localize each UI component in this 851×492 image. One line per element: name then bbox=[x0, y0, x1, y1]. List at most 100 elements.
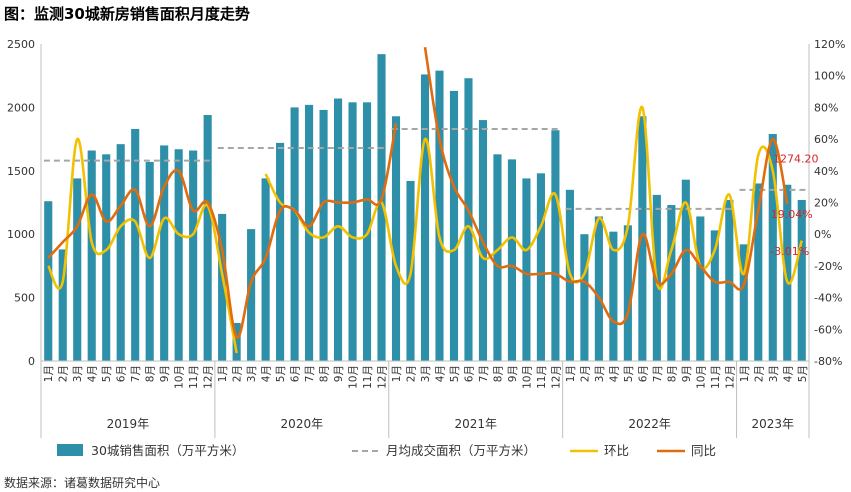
month-label: 2月 bbox=[753, 365, 765, 382]
month-label: 5月 bbox=[449, 365, 461, 382]
bar bbox=[638, 116, 647, 361]
bar bbox=[145, 161, 154, 361]
month-label: 4月 bbox=[87, 365, 99, 382]
month-label: 10月 bbox=[348, 365, 360, 389]
right-tick-label: -60% bbox=[814, 323, 842, 336]
month-label: 2月 bbox=[579, 365, 591, 382]
left-tick-label: 2500 bbox=[7, 38, 35, 51]
bar bbox=[362, 102, 372, 361]
month-label: 11月 bbox=[536, 365, 548, 389]
bar bbox=[377, 54, 386, 361]
line-series bbox=[47, 46, 804, 354]
month-label: 2月 bbox=[58, 365, 70, 382]
month-label: 12月 bbox=[724, 365, 736, 389]
yoy-line bbox=[423, 46, 789, 326]
right-tick-label: 80% bbox=[814, 101, 838, 114]
year-label: 2023年 bbox=[752, 417, 795, 431]
bar bbox=[696, 216, 705, 361]
month-label: 10月 bbox=[174, 365, 186, 389]
bar bbox=[333, 98, 343, 362]
bar bbox=[87, 150, 96, 361]
bar bbox=[116, 144, 125, 361]
bar bbox=[348, 102, 357, 361]
bar bbox=[783, 184, 792, 361]
annotation-yoy-value: 19.04% bbox=[771, 208, 813, 221]
legend: 30城销售面积（万平方米） 月均成交面积（万平方米） 环比 同比 bbox=[57, 443, 716, 458]
right-tick-label: 100% bbox=[814, 70, 845, 83]
month-label: 2月 bbox=[232, 365, 244, 382]
month-label: 1月 bbox=[739, 365, 751, 382]
month-label: 7月 bbox=[478, 365, 490, 382]
bar bbox=[160, 145, 169, 361]
month-label: 2月 bbox=[406, 365, 418, 382]
month-label: 10月 bbox=[695, 365, 707, 389]
year-label: 2022年 bbox=[628, 417, 671, 431]
bar bbox=[319, 109, 328, 361]
month-label: 1月 bbox=[565, 365, 577, 382]
month-label: 9月 bbox=[333, 365, 345, 382]
right-tick-label: 0% bbox=[814, 228, 831, 241]
month-label: 4月 bbox=[261, 365, 273, 382]
yoy-line bbox=[47, 123, 398, 339]
month-label: 11月 bbox=[188, 365, 200, 389]
chart-title: 图：监测30城新房销售面积月度走势 bbox=[4, 5, 250, 23]
annotations: 1274.20 19.04% -3.01% bbox=[770, 152, 818, 258]
bar bbox=[44, 201, 53, 361]
bar bbox=[739, 244, 748, 361]
month-label: 11月 bbox=[362, 365, 374, 389]
month-label: 6月 bbox=[463, 365, 475, 382]
bar bbox=[522, 178, 531, 361]
month-label: 1月 bbox=[391, 365, 403, 382]
bar bbox=[768, 134, 777, 361]
right-tick-label: -40% bbox=[814, 292, 842, 305]
bar bbox=[507, 159, 517, 361]
bar bbox=[232, 322, 241, 361]
month-label: 4月 bbox=[434, 365, 446, 382]
month-label: 9月 bbox=[681, 365, 693, 382]
left-tick-label: 500 bbox=[14, 292, 35, 305]
month-label: 12月 bbox=[377, 365, 389, 389]
legend-label: 30城销售面积（万平方米） bbox=[91, 443, 244, 458]
month-label: 3月 bbox=[594, 365, 606, 382]
legend-label: 环比 bbox=[604, 443, 629, 458]
bar bbox=[464, 78, 473, 362]
bar bbox=[681, 179, 690, 361]
month-label: 10月 bbox=[521, 365, 533, 389]
bar bbox=[594, 216, 603, 361]
annotation-mom-value: -3.01% bbox=[770, 245, 809, 258]
right-tick-label: 20% bbox=[814, 197, 838, 210]
right-tick-label: 40% bbox=[814, 165, 838, 178]
month-label: 12月 bbox=[550, 365, 562, 389]
right-tick-label: -20% bbox=[814, 260, 842, 273]
month-label: 8月 bbox=[492, 365, 504, 382]
month-label: 5月 bbox=[623, 365, 635, 382]
bar bbox=[623, 225, 632, 361]
bar bbox=[710, 230, 719, 361]
bar bbox=[391, 116, 401, 361]
year-label: 2019年 bbox=[107, 417, 150, 431]
month-label: 1月 bbox=[43, 365, 55, 382]
bar bbox=[435, 70, 444, 362]
axes: 0 500 1000 1500 2000 2500 -80% -60% -40% -20% 0% 20… bbox=[7, 38, 845, 438]
month-label: 4月 bbox=[782, 365, 794, 382]
legend-label: 同比 bbox=[691, 443, 716, 458]
month-label: 7月 bbox=[304, 365, 316, 382]
month-label: 5月 bbox=[275, 365, 287, 382]
month-label: 8月 bbox=[319, 365, 331, 382]
bar bbox=[580, 234, 589, 361]
bar bbox=[536, 173, 545, 361]
bar bbox=[218, 213, 227, 361]
bar bbox=[73, 178, 82, 361]
bar bbox=[174, 149, 183, 361]
month-label: 7月 bbox=[652, 365, 664, 382]
legend-label: 月均成交面积（万平方米） bbox=[386, 443, 536, 458]
month-label: 12月 bbox=[203, 365, 215, 389]
month-label: 6月 bbox=[116, 365, 128, 382]
source-note: 数据来源：诸葛数据研究中心 bbox=[4, 475, 160, 490]
bar bbox=[290, 107, 299, 362]
month-label: 9月 bbox=[507, 365, 519, 382]
month-label: 4月 bbox=[608, 365, 620, 382]
left-tick-label: 0 bbox=[28, 355, 35, 368]
left-tick-label: 1500 bbox=[7, 165, 35, 178]
